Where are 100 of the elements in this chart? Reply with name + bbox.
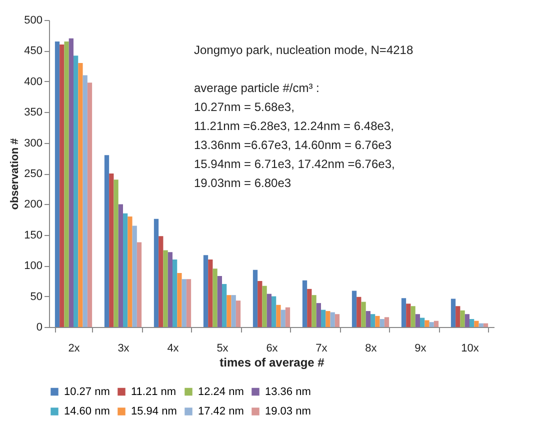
legend-label: 13.36 nm xyxy=(265,386,311,398)
bar xyxy=(330,312,335,327)
bar xyxy=(478,323,484,327)
legend-label: 12.24 nm xyxy=(198,386,244,398)
bar xyxy=(136,242,142,327)
x-tick-label: 4x xyxy=(167,342,180,354)
bar xyxy=(132,226,137,327)
bar xyxy=(226,295,232,327)
y-tick-label: 0 xyxy=(36,322,42,334)
bar xyxy=(307,288,312,327)
y-tick-label: 500 xyxy=(24,14,42,26)
bar xyxy=(312,295,316,327)
x-tick-label: 10x xyxy=(461,342,480,354)
annotation: 10.27nm = 5.68e3, xyxy=(194,100,294,114)
bar xyxy=(186,279,192,327)
bar xyxy=(429,322,434,327)
bar xyxy=(158,236,164,327)
bar xyxy=(380,319,384,327)
annotation: average particle #/cm³ : xyxy=(194,81,320,95)
bar xyxy=(384,317,390,327)
x-tick-label: 5x xyxy=(216,342,229,354)
y-tick-label: 450 xyxy=(24,45,42,58)
bar xyxy=(366,311,370,327)
bar xyxy=(483,323,488,327)
bar xyxy=(212,268,218,327)
bar xyxy=(262,286,267,327)
bar xyxy=(182,279,186,327)
bar xyxy=(104,155,110,327)
bar xyxy=(302,280,308,327)
y-tick-label: 250 xyxy=(24,168,42,180)
bar xyxy=(54,41,60,327)
x-tick-label: 9x xyxy=(414,342,427,354)
y-tick-label: 200 xyxy=(24,198,42,211)
bar xyxy=(326,311,330,327)
legend-label: 15.94 nm xyxy=(131,406,177,418)
bar xyxy=(177,272,182,327)
x-tick-label: 6x xyxy=(266,342,278,354)
bar xyxy=(420,318,425,327)
bar xyxy=(78,62,83,327)
legend-label: 17.42 nm xyxy=(198,406,244,418)
bar xyxy=(370,314,376,327)
bar xyxy=(208,259,213,327)
x-tick-label: 3x xyxy=(118,342,130,354)
legend-label: 11.21 nm xyxy=(131,386,176,398)
y-tick-label: 50 xyxy=(30,290,42,303)
bar xyxy=(321,310,326,327)
bar xyxy=(280,310,286,327)
annotation: Jongmyo park, nucleation mode, N=4218 xyxy=(194,43,414,57)
bar xyxy=(450,298,456,327)
y-axis-title: observation # xyxy=(9,138,22,210)
bar xyxy=(424,320,430,327)
bar xyxy=(123,213,128,327)
bar xyxy=(87,82,92,327)
annotation: 13.36nm =6.67e3, 14.60nm = 6.76e3 xyxy=(194,138,392,152)
x-tick-label: 8x xyxy=(365,342,378,354)
bar xyxy=(60,44,64,327)
bar xyxy=(203,255,208,327)
bar xyxy=(434,320,439,327)
bar xyxy=(217,276,222,327)
bar xyxy=(266,294,272,327)
legend-label: 19.03 nm xyxy=(265,406,311,418)
bar xyxy=(258,280,262,327)
bar xyxy=(464,314,470,327)
y-tick-label: 350 xyxy=(24,106,42,119)
bar xyxy=(415,314,420,327)
legend-label: 14.60 nm xyxy=(64,406,110,418)
bar xyxy=(276,304,281,327)
annotation: 15.94nm = 6.71e3, 17.42nm =6.76e3, xyxy=(194,157,395,171)
legend-label: 10.27 nm xyxy=(64,386,110,398)
x-tick-label: 2x xyxy=(68,342,80,354)
bar xyxy=(252,270,258,327)
bar xyxy=(406,304,411,327)
bar xyxy=(375,316,380,327)
bar xyxy=(118,204,123,327)
y-tick-label: 100 xyxy=(24,260,42,272)
bar xyxy=(168,252,172,327)
bar xyxy=(272,296,276,327)
bar xyxy=(68,38,74,327)
annotation: 19.03nm = 6.80e3 xyxy=(194,176,292,190)
bar xyxy=(163,250,168,327)
bar xyxy=(474,320,479,327)
y-tick-label: 150 xyxy=(24,229,42,242)
bar xyxy=(231,295,236,327)
bar xyxy=(361,302,366,327)
y-tick-label: 400 xyxy=(24,76,42,88)
bar xyxy=(154,218,159,327)
bar xyxy=(470,319,474,327)
y-tick-label: 300 xyxy=(24,137,42,150)
bar xyxy=(316,303,321,327)
bar xyxy=(352,290,357,327)
x-axis-title: times of average # xyxy=(220,356,325,370)
bar xyxy=(172,259,178,327)
bar xyxy=(410,306,416,327)
bar xyxy=(114,180,118,327)
bar xyxy=(74,56,78,327)
bar xyxy=(334,314,340,327)
bar xyxy=(222,284,227,327)
bar xyxy=(356,296,362,327)
bar xyxy=(128,216,132,327)
bar xyxy=(456,306,460,327)
